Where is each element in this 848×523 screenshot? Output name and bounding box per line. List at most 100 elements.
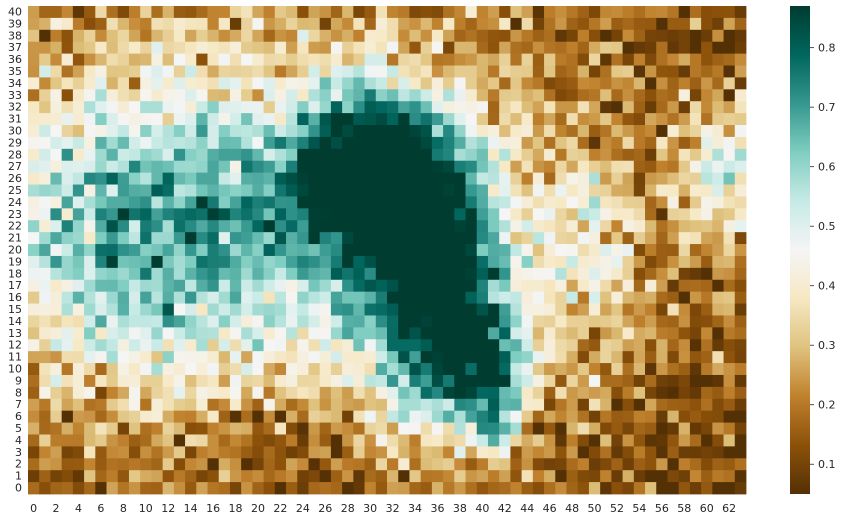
heatmap-cell [274, 374, 287, 388]
heatmap-cell [510, 398, 523, 412]
heatmap-cell [263, 327, 276, 340]
heatmap-cell [72, 208, 85, 221]
heatmap-cell [39, 101, 51, 114]
heatmap-cell [588, 327, 601, 340]
heatmap-cell [196, 77, 208, 90]
heatmap-cell [544, 279, 556, 293]
heatmap-cell [151, 482, 164, 495]
heatmap-cell [162, 172, 175, 185]
heatmap-cell [712, 172, 724, 185]
heatmap-cell [611, 446, 623, 459]
heatmap-cell [510, 113, 523, 126]
heatmap-cell [689, 113, 702, 126]
heatmap-cell [712, 410, 724, 423]
heatmap-cell [544, 351, 556, 364]
x-tick-label: 0 [30, 502, 37, 515]
heatmap-cell [297, 125, 309, 138]
heatmap-cell [701, 148, 713, 162]
heatmap-cell [521, 77, 534, 90]
heatmap-cell [588, 89, 601, 102]
heatmap-cell [600, 148, 612, 162]
heatmap-cell [566, 410, 579, 423]
heatmap-cell [409, 77, 422, 90]
heatmap-cell [297, 339, 309, 352]
heatmap-cell [510, 291, 523, 304]
heatmap-cell [117, 53, 130, 66]
heatmap-cell [555, 303, 567, 316]
heatmap-cell [207, 363, 220, 376]
heatmap-cell [364, 315, 377, 328]
heatmap-cell [420, 398, 433, 412]
heatmap-cell [409, 339, 422, 352]
heatmap-cell [364, 17, 377, 31]
heatmap-cell [633, 6, 646, 19]
heatmap-cell [297, 101, 309, 114]
heatmap-cell [454, 113, 466, 126]
heatmap-cell [140, 398, 152, 412]
x-tick-label: 48 [565, 502, 579, 515]
heatmap-cell [499, 53, 511, 66]
heatmap-cell [128, 136, 141, 150]
heatmap-cell [162, 267, 175, 281]
heatmap-cell [207, 339, 220, 352]
heatmap-cell [28, 160, 40, 174]
heatmap-cell [151, 446, 164, 459]
heatmap-cell [532, 374, 545, 388]
heatmap-cell [633, 125, 646, 138]
heatmap-cell [162, 77, 175, 90]
heatmap-cell [140, 351, 152, 364]
heatmap-cell [241, 386, 253, 400]
heatmap-cell [555, 125, 567, 138]
heatmap-cell [196, 374, 208, 388]
heatmap-cell [229, 53, 242, 66]
heatmap-cell [375, 327, 388, 340]
heatmap-cell [409, 172, 422, 185]
colorbar-tick-label: 0.6 [818, 161, 836, 174]
heatmap-cell [656, 41, 668, 55]
heatmap-cell [106, 160, 119, 174]
heatmap-cell [420, 172, 433, 185]
heatmap-cell [499, 160, 511, 174]
heatmap-cell [263, 386, 276, 400]
heatmap-cell [656, 125, 668, 138]
heatmap-cell [162, 53, 175, 66]
heatmap-cell [330, 422, 343, 435]
heatmap-cell [443, 17, 455, 31]
heatmap-cell [263, 6, 276, 19]
heatmap-cell [409, 220, 422, 233]
heatmap-cell [476, 374, 489, 388]
heatmap-cell [50, 125, 63, 138]
heatmap-cell [588, 65, 601, 78]
heatmap-cell [28, 136, 40, 150]
heatmap-cell [600, 113, 612, 126]
heatmap-cell [387, 65, 399, 78]
heatmap-cell [409, 327, 422, 340]
heatmap-cell [409, 351, 422, 364]
heatmap-cell [544, 470, 556, 483]
heatmap-cell [398, 422, 410, 435]
heatmap-cell [162, 303, 175, 316]
heatmap-cell [588, 220, 601, 233]
heatmap-cell [521, 279, 534, 293]
heatmap-cell [689, 339, 702, 352]
heatmap-cell [499, 255, 511, 269]
heatmap-cell [667, 279, 680, 293]
heatmap-cell [196, 446, 208, 459]
heatmap-cell [218, 89, 231, 102]
heatmap-cell [297, 410, 309, 423]
heatmap-cell [84, 65, 96, 78]
heatmap-cell [61, 89, 74, 102]
heatmap-cell [487, 125, 500, 138]
heatmap-cell [72, 279, 85, 293]
x-tick-label: 30 [363, 502, 377, 515]
heatmap-cell [308, 101, 321, 114]
heatmap-cell [633, 363, 646, 376]
heatmap-cell [510, 363, 523, 376]
heatmap-cell [566, 101, 579, 114]
heatmap-cell [588, 160, 601, 174]
heatmap-cell [84, 196, 96, 209]
heatmap-cell [499, 113, 511, 126]
heatmap-cell [229, 77, 242, 90]
heatmap-cell [420, 113, 433, 126]
heatmap-cell [656, 136, 668, 150]
